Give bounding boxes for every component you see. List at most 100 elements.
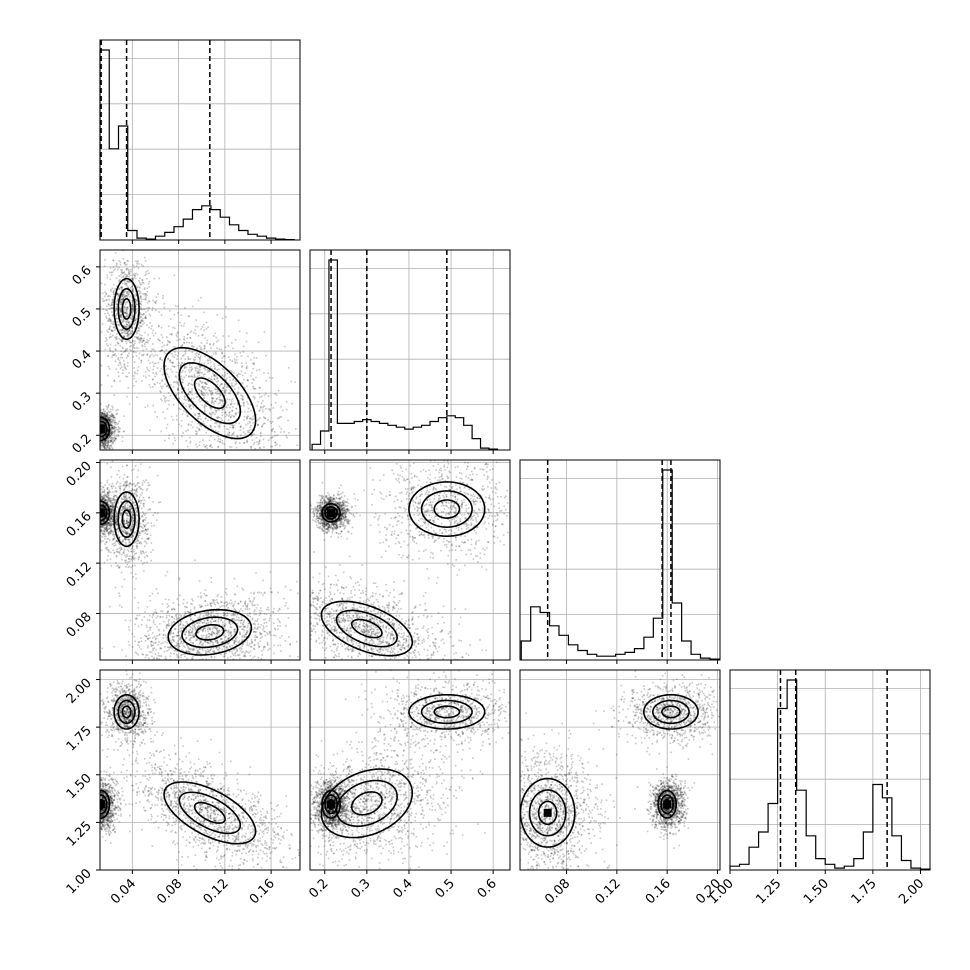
scatter-point [118, 516, 121, 518]
scatter-point [95, 525, 97, 527]
scatter-point [260, 406, 262, 408]
scatter-point [107, 429, 109, 431]
scatter-point [207, 362, 209, 365]
scatter-point [211, 396, 213, 399]
scatter-point [252, 443, 255, 446]
scatter-point [100, 481, 102, 484]
scatter-point [95, 442, 97, 444]
scatter-point [97, 504, 99, 506]
scatter-point [94, 445, 96, 447]
scatter-point [110, 502, 112, 505]
scatter-point [111, 438, 114, 441]
scatter-point [122, 293, 125, 296]
scatter-point [148, 307, 151, 309]
scatter-point [95, 529, 97, 531]
scatter-point [285, 408, 288, 411]
scatter-point [111, 426, 114, 429]
scatter-point [209, 359, 211, 361]
scatter-point [112, 414, 114, 417]
scatter-point [164, 378, 166, 380]
scatter-point [134, 275, 136, 277]
scatter-point [232, 426, 234, 428]
scatter-point [120, 315, 123, 318]
scatter-point [196, 426, 198, 429]
scatter-point [257, 341, 260, 344]
scatter-point [115, 265, 118, 268]
scatter-point [188, 349, 191, 351]
scatter-point [94, 517, 96, 519]
scatter-point [103, 419, 105, 422]
scatter-point [106, 501, 109, 503]
scatter-point [108, 441, 111, 443]
scatter-point [93, 430, 95, 432]
scatter-point [121, 295, 124, 298]
scatter-point [159, 390, 162, 392]
scatter-point [132, 308, 134, 310]
scatter-point [186, 393, 189, 396]
scatter-point [94, 499, 96, 501]
scatter-point [218, 348, 221, 350]
scatter-point [192, 358, 195, 361]
scatter-point [100, 423, 102, 425]
scatter-point [107, 501, 110, 503]
scatter-point [189, 331, 192, 334]
scatter-point [147, 282, 150, 285]
scatter-point [242, 401, 245, 404]
scatter-point [176, 332, 179, 335]
scatter-point [104, 498, 107, 501]
scatter-point [201, 422, 204, 425]
scatter-point [133, 367, 136, 369]
scatter-point [126, 395, 128, 398]
scatter-point [83, 429, 85, 431]
scatter-point [120, 271, 123, 273]
scatter-point [96, 509, 98, 511]
scatter-point [171, 355, 174, 357]
scatter-point [242, 351, 245, 353]
scatter-point [204, 417, 207, 420]
scatter-point [136, 299, 138, 301]
scatter-point [192, 401, 195, 403]
scatter-point [98, 504, 100, 506]
scatter-point [199, 348, 202, 351]
scatter-point [132, 308, 135, 310]
scatter-point [137, 329, 139, 332]
scatter-point [111, 506, 113, 509]
scatter-point [122, 272, 125, 274]
scatter-point [224, 374, 226, 376]
scatter-point [224, 346, 227, 349]
scatter-point [96, 440, 98, 442]
scatter-point [106, 419, 108, 421]
scatter-point [101, 536, 104, 538]
scatter-point [206, 342, 208, 344]
scatter-point [96, 426, 98, 428]
scatter-point [141, 354, 143, 356]
scatter-point [101, 496, 104, 499]
scatter-point [121, 337, 123, 340]
scatter-point [110, 523, 113, 525]
scatter-point [117, 293, 120, 296]
scatter-point [107, 295, 110, 297]
scatter-point [105, 435, 107, 438]
scatter-point [124, 506, 126, 508]
scatter-point [196, 372, 198, 374]
scatter-point [95, 437, 97, 439]
scatter-point [94, 500, 96, 502]
scatter-point [219, 401, 221, 404]
scatter-point [216, 417, 219, 419]
scatter-point [104, 499, 106, 502]
scatter-point [204, 368, 207, 371]
scatter-point [102, 503, 104, 505]
scatter-point [177, 352, 180, 354]
scatter-point [144, 317, 147, 319]
scatter-point [109, 428, 112, 431]
scatter-point [100, 499, 102, 502]
scatter-point [105, 418, 108, 421]
scatter-point [137, 286, 140, 289]
scatter-point [96, 449, 98, 451]
scatter-point [138, 352, 141, 355]
scatter-point [86, 430, 88, 432]
scatter-point [123, 364, 126, 367]
scatter-point [95, 515, 97, 517]
scatter-point [149, 354, 152, 357]
scatter-point [221, 399, 224, 401]
